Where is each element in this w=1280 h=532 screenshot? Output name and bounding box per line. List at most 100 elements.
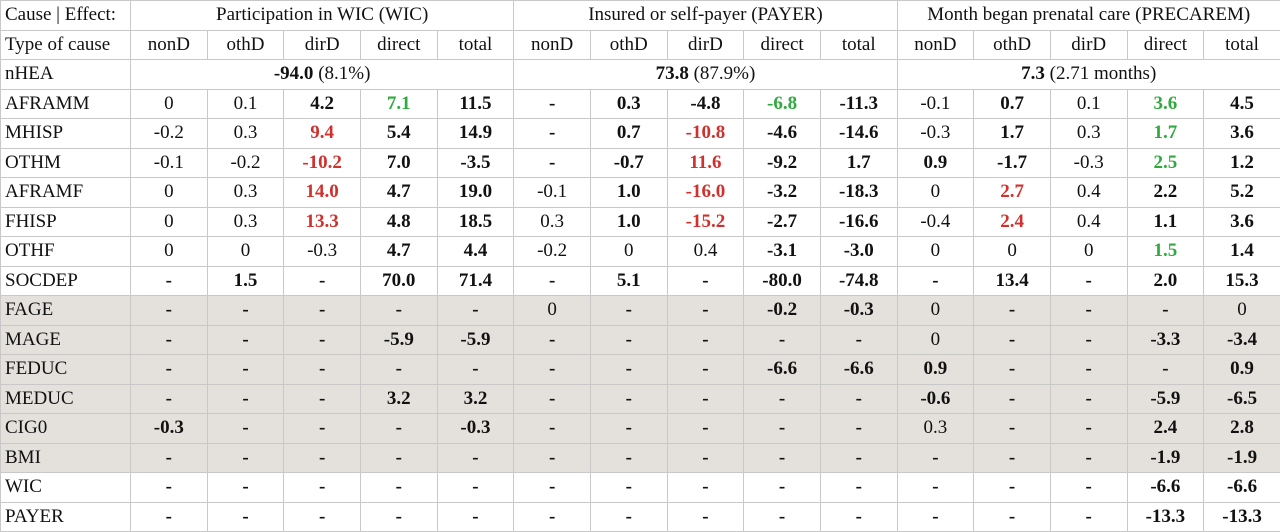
cell: 0.3 bbox=[589, 88, 668, 119]
cell: 0.3 bbox=[1049, 118, 1128, 149]
cell: - bbox=[973, 442, 1051, 473]
cell: - bbox=[436, 442, 515, 473]
cell: - bbox=[283, 442, 361, 473]
cell: 0.3 bbox=[206, 177, 285, 208]
cell: - bbox=[283, 501, 361, 532]
subheader-row: Type of cause nonD othD dirD direct total nonD… bbox=[0, 29, 1280, 60]
cell: 3.2 bbox=[436, 383, 515, 414]
cell: - bbox=[513, 88, 591, 119]
cell: 0 bbox=[896, 324, 975, 355]
cell: 3.6 bbox=[1126, 88, 1205, 119]
cell: - bbox=[283, 324, 361, 355]
cell: -5.9 bbox=[1126, 383, 1205, 414]
cell: 14.0 bbox=[283, 177, 361, 208]
cell: - bbox=[513, 413, 591, 444]
cell: - bbox=[283, 354, 361, 385]
cell: - bbox=[130, 354, 208, 385]
summary-detail: (8.1%) bbox=[318, 63, 371, 85]
row-label: nHEA bbox=[0, 59, 131, 90]
cell: 3.6 bbox=[1203, 206, 1280, 237]
cell: -0.2 bbox=[206, 147, 285, 178]
data-row: BMI - - - - - - - - - - - - - -1.9 -1.9 bbox=[0, 442, 1280, 473]
cell: - bbox=[1049, 472, 1128, 503]
cell: -6.8 bbox=[743, 88, 821, 119]
cell: - bbox=[206, 442, 285, 473]
cell: 0 bbox=[130, 236, 208, 267]
subheader: nonD bbox=[513, 29, 591, 60]
cell: - bbox=[206, 501, 285, 532]
cell: - bbox=[666, 413, 745, 444]
row-label: OTHF bbox=[0, 236, 131, 267]
cell: - bbox=[819, 501, 898, 532]
cell: 0 bbox=[896, 236, 975, 267]
row-label: MAGE bbox=[0, 324, 131, 355]
cell: -16.0 bbox=[666, 177, 745, 208]
cell: - bbox=[130, 472, 208, 503]
cell: -6.6 bbox=[1126, 472, 1205, 503]
data-row: AFRAMM 0 0.1 4.2 7.1 11.5-0.3 -4.8 -6.8 -11.3 -0.… bbox=[0, 88, 1280, 119]
cell: - bbox=[589, 383, 668, 414]
cell: -0.6 bbox=[896, 383, 975, 414]
cell: - bbox=[819, 413, 898, 444]
data-row: FEDUC - - - - - - - - -6.6 -6.6 0.9- - -0.9 bbox=[0, 354, 1280, 385]
cell: 0 bbox=[589, 236, 668, 267]
cell: - bbox=[743, 442, 821, 473]
cell: 1.5 bbox=[206, 265, 285, 296]
cell: 0 bbox=[130, 88, 208, 119]
cell: -74.8 bbox=[819, 265, 898, 296]
cell: -1.9 bbox=[1203, 442, 1280, 473]
row-label: FEDUC bbox=[0, 354, 131, 385]
cell: - bbox=[206, 383, 285, 414]
cell: - bbox=[513, 383, 591, 414]
cell: 4.2 bbox=[283, 88, 361, 119]
cell: - bbox=[130, 265, 208, 296]
cell: - bbox=[513, 147, 591, 178]
cell: - bbox=[973, 501, 1051, 532]
cell: -0.2 bbox=[130, 118, 208, 149]
cell: 4.7 bbox=[359, 236, 438, 267]
cell: -18.3 bbox=[819, 177, 898, 208]
summary-detail: (87.9%) bbox=[693, 63, 756, 85]
cell: -6.6 bbox=[743, 354, 821, 385]
cell: -0.2 bbox=[513, 236, 591, 267]
cell: - bbox=[283, 265, 361, 296]
cell: - bbox=[359, 442, 438, 473]
cell: -13.3 bbox=[1203, 501, 1280, 532]
summary-value: 73.8 bbox=[655, 63, 689, 85]
summary-cell: 7.3 (2.71 months) bbox=[896, 59, 1280, 90]
cell: 5.4 bbox=[359, 118, 438, 149]
cell: -6.6 bbox=[1203, 472, 1280, 503]
cell: - bbox=[513, 354, 591, 385]
cell: -2.7 bbox=[743, 206, 821, 237]
cell: -0.4 bbox=[896, 206, 975, 237]
row-label: PAYER bbox=[0, 501, 131, 532]
subheader: dirD bbox=[666, 29, 745, 60]
cell: -3.2 bbox=[743, 177, 821, 208]
cell: -5.9 bbox=[359, 324, 438, 355]
cell: - bbox=[206, 413, 285, 444]
summary-value: 7.3 bbox=[1021, 63, 1045, 85]
cell: - bbox=[666, 383, 745, 414]
summary-row: nHEA -94.0 (8.1%) 73.8 (87.9%) 7.3 (2.71 mo… bbox=[0, 59, 1280, 90]
cell: 0.1 bbox=[206, 88, 285, 119]
group-header: Participation in WIC (WIC) bbox=[129, 0, 515, 31]
cell: -6.6 bbox=[819, 354, 898, 385]
cell: 9.4 bbox=[283, 118, 361, 149]
cell: -0.3 bbox=[896, 118, 975, 149]
subheader: total bbox=[1203, 29, 1280, 60]
cell: - bbox=[743, 472, 821, 503]
cell: 0 bbox=[896, 295, 975, 326]
cell: - bbox=[589, 472, 668, 503]
cell: 2.8 bbox=[1203, 413, 1280, 444]
cell: 2.4 bbox=[973, 206, 1051, 237]
cell: - bbox=[436, 501, 515, 532]
cell: 1.4 bbox=[1203, 236, 1280, 267]
cell: -3.0 bbox=[819, 236, 898, 267]
cell: - bbox=[130, 442, 208, 473]
cell: - bbox=[666, 354, 745, 385]
cell: - bbox=[206, 324, 285, 355]
row-label: AFRAMM bbox=[0, 88, 131, 119]
cell: 1.1 bbox=[1126, 206, 1205, 237]
cell: - bbox=[359, 354, 438, 385]
